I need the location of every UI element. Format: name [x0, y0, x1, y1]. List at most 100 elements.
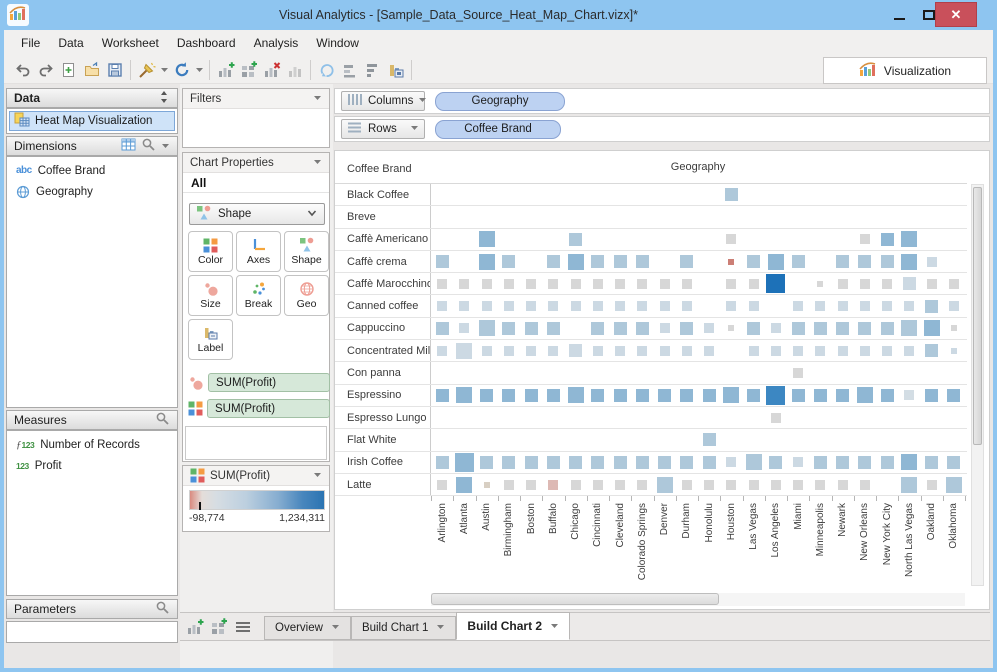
- remove-chart-icon[interactable]: [260, 58, 283, 81]
- heatmap-cell[interactable]: [659, 301, 670, 312]
- visualization-button[interactable]: Visualization: [823, 57, 987, 84]
- heatmap-cell[interactable]: [569, 455, 583, 469]
- heatmap-cell[interactable]: [948, 301, 959, 312]
- rows-pill-coffee-brand[interactable]: Coffee Brand: [435, 119, 561, 139]
- close-button[interactable]: ✕: [935, 2, 977, 27]
- heatmap-cell[interactable]: [613, 321, 627, 335]
- heatmap-cell[interactable]: [880, 455, 894, 469]
- column-label-cleveland[interactable]: Cleveland: [609, 503, 631, 547]
- column-label-buffalo[interactable]: Buffalo: [542, 503, 564, 534]
- heatmap-cell[interactable]: [480, 455, 494, 469]
- heatmap-cell[interactable]: [769, 455, 783, 469]
- search-icon[interactable]: [141, 137, 156, 155]
- heatmap-cell[interactable]: [659, 345, 670, 356]
- column-label-miami[interactable]: Miami: [787, 503, 809, 530]
- row-label-irish-coffee[interactable]: Irish Coffee: [335, 451, 431, 473]
- heatmap-cell[interactable]: [454, 452, 474, 472]
- heatmap-cell[interactable]: [459, 301, 470, 312]
- heatmap-cell[interactable]: [615, 479, 626, 490]
- heatmap-cell[interactable]: [437, 278, 448, 289]
- heatmap-cell[interactable]: [770, 323, 781, 334]
- search-icon[interactable]: [155, 600, 170, 618]
- break-button[interactable]: Break: [236, 275, 281, 316]
- menu-item-dashboard[interactable]: Dashboard: [176, 36, 236, 50]
- heatmap-cell[interactable]: [925, 388, 939, 402]
- axes-button[interactable]: Axes: [236, 231, 281, 272]
- heatmap-cell[interactable]: [817, 280, 824, 287]
- heatmap-cell[interactable]: [502, 388, 516, 402]
- heatmap-cell[interactable]: [880, 255, 894, 269]
- heatmap-cell[interactable]: [904, 301, 915, 312]
- size-button[interactable]: Size: [188, 275, 233, 316]
- collapse-icon[interactable]: [313, 470, 322, 482]
- add-dashboard-icon[interactable]: [237, 58, 260, 81]
- heatmap-cell[interactable]: [766, 274, 786, 294]
- color-button[interactable]: Color: [188, 231, 233, 272]
- heatmap-cell[interactable]: [503, 479, 514, 490]
- row-label-flat-white[interactable]: Flat White: [335, 429, 431, 451]
- column-label-boston[interactable]: Boston: [520, 503, 542, 534]
- heatmap-cell[interactable]: [793, 479, 804, 490]
- heatmap-cell[interactable]: [880, 321, 894, 335]
- heatmap-cell[interactable]: [680, 455, 694, 469]
- column-label-oklahoma[interactable]: Oklahoma: [943, 503, 965, 549]
- heatmap-cell[interactable]: [836, 321, 850, 335]
- heatmap-cell[interactable]: [437, 345, 448, 356]
- heatmap-cell[interactable]: [456, 387, 473, 404]
- redo-icon[interactable]: [34, 58, 57, 81]
- shape-button[interactable]: Shape: [284, 231, 329, 272]
- heatmap-cell[interactable]: [567, 253, 584, 270]
- heatmap-cell[interactable]: [548, 479, 559, 490]
- heatmap-cell[interactable]: [726, 234, 737, 245]
- heatmap-cell[interactable]: [791, 255, 805, 269]
- heatmap-cell[interactable]: [901, 320, 918, 337]
- heatmap-cell[interactable]: [591, 388, 605, 402]
- heatmap-cell[interactable]: [926, 256, 937, 267]
- heatmap-cell[interactable]: [681, 301, 692, 312]
- table-view-icon[interactable]: [121, 138, 136, 154]
- row-label-latte[interactable]: Latte: [335, 473, 431, 496]
- heatmap-cell[interactable]: [836, 455, 850, 469]
- row-label-espressino[interactable]: Espressino: [335, 384, 431, 406]
- heatmap-cell[interactable]: [435, 388, 449, 402]
- heatmap-cell[interactable]: [745, 454, 762, 471]
- column-label-colorado-springs[interactable]: Colorado Springs: [631, 503, 653, 580]
- heatmap-cell[interactable]: [770, 345, 781, 356]
- column-label-birmingham[interactable]: Birmingham: [498, 503, 520, 556]
- heatmap-cell[interactable]: [837, 301, 848, 312]
- sort-bars-icon[interactable]: [361, 58, 384, 81]
- heatmap-cell[interactable]: [925, 344, 939, 358]
- heatmap-cell[interactable]: [925, 455, 939, 469]
- column-label-houston[interactable]: Houston: [720, 503, 742, 540]
- add-chart-icon[interactable]: [186, 618, 204, 636]
- column-label-new-orleans[interactable]: New Orleans: [854, 503, 876, 561]
- heatmap-cell[interactable]: [901, 476, 918, 493]
- heatmap-cell[interactable]: [747, 321, 761, 335]
- heatmap-cell[interactable]: [880, 388, 894, 402]
- chevron-down-icon[interactable]: [331, 622, 340, 634]
- heatmap-cell[interactable]: [681, 345, 692, 356]
- list-icon[interactable]: [234, 620, 252, 634]
- undo-icon[interactable]: [11, 58, 34, 81]
- columns-shelf-control[interactable]: Columns: [341, 91, 427, 111]
- refresh-icon[interactable]: [170, 58, 193, 81]
- dimensions-header[interactable]: Dimensions: [6, 136, 178, 156]
- heatmap-cell[interactable]: [880, 232, 894, 246]
- heatmap-cell[interactable]: [635, 321, 649, 335]
- heatmap-cell[interactable]: [901, 454, 918, 471]
- heatmap-cell[interactable]: [546, 388, 560, 402]
- heatmap-cell[interactable]: [615, 278, 626, 289]
- dimension-item-geography[interactable]: Geography: [7, 181, 177, 202]
- heatmap-cell[interactable]: [503, 278, 514, 289]
- collapse-icon[interactable]: [313, 157, 322, 169]
- heatmap-cell[interactable]: [726, 479, 737, 490]
- save-icon[interactable]: [103, 58, 126, 81]
- heatmap-cell[interactable]: [613, 255, 627, 269]
- heatmap-cell[interactable]: [480, 388, 494, 402]
- heatmap-cell[interactable]: [858, 455, 872, 469]
- heatmap-cell[interactable]: [901, 231, 918, 248]
- column-label-new-york-city[interactable]: New York City: [876, 503, 898, 565]
- heatmap-cell[interactable]: [502, 321, 516, 335]
- heatmap-cell[interactable]: [728, 258, 735, 265]
- chart-properties-header[interactable]: Chart Properties: [183, 153, 329, 173]
